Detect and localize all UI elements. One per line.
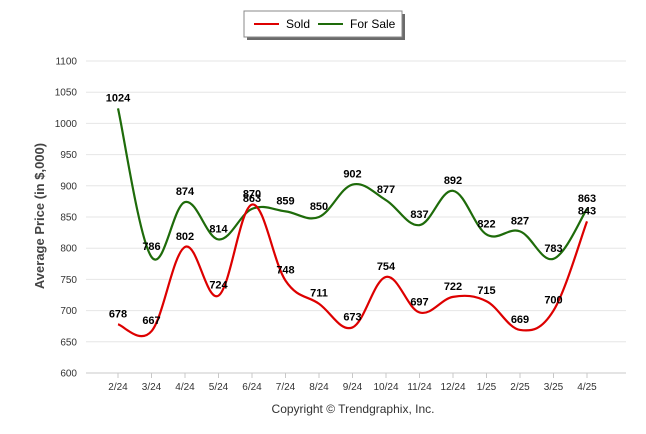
for-sale-data-label: 850: [310, 201, 328, 213]
legend-for-sale-label: For Sale: [350, 17, 396, 31]
y-tick-label: 1100: [55, 57, 77, 68]
sold-data-label: 722: [444, 281, 462, 293]
sold-data-label: 754: [377, 261, 396, 273]
y-axis-ticks: 600 650 700 750 800 850 900 950 1000 1050 1100: [55, 57, 78, 380]
sold-data-label: 673: [343, 311, 361, 323]
legend-sold-label: Sold: [286, 17, 310, 31]
sold-data-label: 802: [176, 231, 194, 243]
sold-data-label: 711: [310, 288, 328, 300]
for-sale-data-label: 827: [511, 215, 529, 227]
y-tick-label: 650: [60, 337, 77, 348]
y-tick-label: 850: [60, 213, 77, 224]
y-tick-label: 750: [60, 275, 77, 286]
x-tick-label: 12/24: [440, 382, 465, 393]
for-sale-data-label: 822: [477, 218, 495, 230]
y-tick-label: 900: [60, 181, 77, 192]
sold-data-label: 843: [578, 205, 596, 217]
x-tick-label: 9/24: [343, 382, 363, 393]
x-tick-label: 2/24: [108, 382, 128, 393]
for-sale-data-label: 892: [444, 175, 462, 187]
y-tick-label: 950: [60, 150, 77, 161]
for-sale-data-label: 814: [209, 223, 228, 235]
x-tick-label: 4/24: [175, 382, 195, 393]
x-tick-label: 4/25: [577, 382, 597, 393]
y-axis-title: Average Price (in $,000): [32, 143, 47, 289]
for-sale-data-label: 859: [276, 195, 294, 207]
sold-data-label: 678: [109, 308, 127, 320]
y-tick-label: 1050: [55, 88, 78, 99]
for-sale-data-label: 863: [243, 193, 261, 205]
y-tick-label: 800: [60, 244, 77, 255]
sold-data-label: 870: [243, 189, 261, 201]
for-sale-data-label: 783: [544, 243, 562, 255]
x-tick-label: 3/25: [544, 382, 564, 393]
for-sale-data-label: 786: [142, 241, 160, 253]
sold-data-label: 697: [410, 296, 428, 308]
x-tick-label: 6/24: [242, 382, 262, 393]
x-tick-label: 5/24: [209, 382, 229, 393]
for-sale-data-label: 874: [176, 186, 195, 198]
sold-series-line: [117, 203, 589, 338]
for-sale-data-label: 902: [343, 169, 361, 181]
sold-data-label: 669: [511, 314, 529, 326]
x-tick-label: 3/24: [142, 382, 162, 393]
copyright-footer: Copyright © Trendgraphix, Inc.: [272, 402, 435, 416]
x-tick-label: 7/24: [276, 382, 296, 393]
for-sale-data-label: 1024: [106, 92, 131, 104]
y-tick-label: 1000: [55, 119, 78, 130]
sold-data-label: 667: [142, 315, 160, 327]
y-tick-label: 700: [60, 306, 77, 317]
x-tick-label: 8/24: [309, 382, 329, 393]
for-sale-data-label: 863: [578, 193, 596, 205]
x-tick-label: 2/25: [510, 382, 530, 393]
x-axis-ticks: 2/24 3/24 4/24 5/24 6/24 7/24 8/24 9/24 10/24 11/…: [108, 373, 597, 393]
sold-data-label: 700: [544, 295, 562, 307]
sold-data-label: 748: [276, 265, 294, 277]
for-sale-series-line: [116, 108, 588, 261]
y-tick-label: 600: [60, 369, 77, 380]
x-tick-label: 10/24: [373, 382, 398, 393]
for-sale-data-label: 837: [410, 209, 428, 221]
series-lines: [116, 108, 589, 338]
x-tick-label: 11/24: [407, 382, 432, 393]
sold-data-label: 715: [477, 285, 495, 297]
legend: Sold For Sale: [243, 10, 405, 40]
data-labels: 678 667 802 724 870 748 711 673 754 697 722 715 669 7…: [106, 92, 596, 327]
sold-data-label: 724: [209, 280, 228, 292]
x-tick-label: 1/25: [477, 382, 497, 393]
for-sale-data-label: 877: [377, 184, 395, 196]
